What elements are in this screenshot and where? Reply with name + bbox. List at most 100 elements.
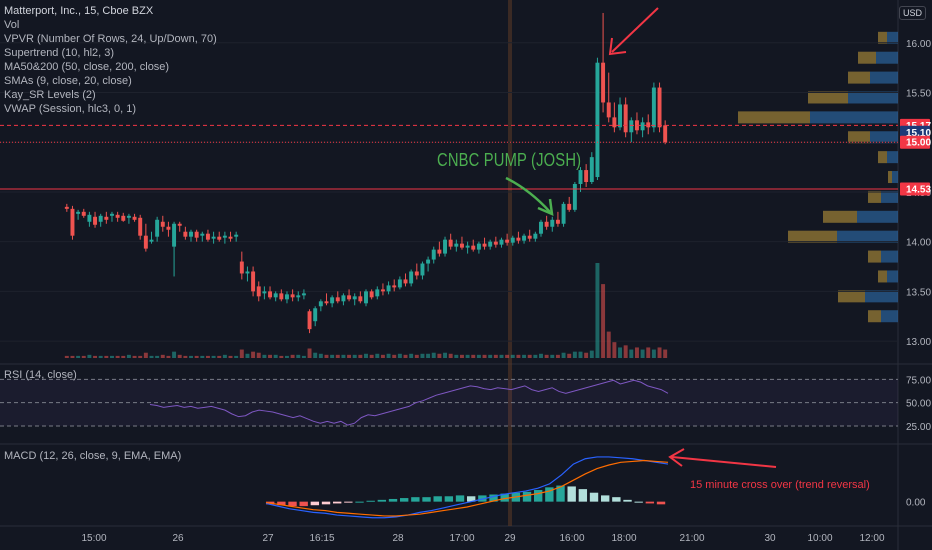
currency-label[interactable]: USD (898, 6, 926, 20)
candle-body (392, 285, 397, 288)
macd-hist-bar (467, 496, 476, 502)
volume-bar (87, 354, 92, 358)
indicator-kay-sr[interactable]: Kay_SR Levels (2) (4, 89, 96, 101)
vp-row-up (876, 51, 898, 64)
rsi-legend[interactable]: RSI (14, close) (4, 368, 77, 382)
candle-body (505, 239, 510, 243)
macd-hist-bar (645, 501, 655, 504)
candle-body (121, 215, 126, 221)
vp-row-up (892, 171, 898, 184)
rsi-tick-label: 50.00 (906, 399, 931, 410)
indicator-smas[interactable]: SMAs (9, close, 20, close) (4, 75, 132, 87)
candle-body (516, 237, 521, 241)
candle-body (166, 226, 171, 230)
volume-bar (262, 354, 267, 358)
candle-body (256, 286, 261, 297)
x-tick-label: 17:00 (449, 533, 474, 544)
candle-body (454, 243, 459, 247)
candle-body (601, 62, 606, 103)
volume-bar (516, 354, 521, 358)
session-divider (508, 0, 512, 526)
candle-body (172, 223, 177, 247)
macd-zero-label: 0.00 (906, 498, 926, 509)
volume-bar (358, 354, 363, 358)
volume-bar (104, 355, 109, 358)
macd-legend[interactable]: MACD (12, 26, close, 9, EMA, EMA) (4, 449, 181, 463)
vp-row-down (868, 250, 881, 263)
candle-body (205, 233, 210, 240)
candle-body (663, 125, 668, 143)
candle-body (352, 296, 357, 300)
price-tag-label: 14.53 (906, 184, 931, 195)
volume-bar (533, 354, 538, 358)
volume-bar (499, 354, 504, 358)
macd-hist-bar (444, 496, 454, 502)
candle-body (606, 102, 611, 118)
candle-body (98, 215, 103, 222)
macd-hist-bar (589, 492, 599, 502)
time-axis[interactable]: 15:00 26 27 16:15 28 17:00 29 16:00 18:00 21:00 30… (81, 533, 884, 544)
candle-body (313, 308, 318, 322)
vp-row-down (848, 71, 870, 84)
vp-row-down (878, 270, 887, 283)
volume-bar (132, 355, 137, 358)
candle-body (646, 122, 651, 128)
volume-bar (330, 354, 335, 358)
vp-row-down (878, 151, 887, 164)
candle-body (273, 293, 278, 298)
candle-body (335, 297, 340, 302)
macd-hist-bar (522, 491, 532, 502)
candles (64, 12, 668, 334)
candle-body (499, 239, 504, 245)
x-tick-label: 21:00 (679, 533, 704, 544)
macd-hist-bar (377, 499, 387, 502)
volume-bar (121, 355, 126, 358)
indicator-vpvr[interactable]: VPVR (Number Of Rows, 24, Up/Down, 70) (4, 33, 217, 45)
macd-hist-bar (601, 495, 610, 502)
candle-body (375, 289, 380, 297)
price-tag-bg (900, 182, 930, 196)
indicator-vwap[interactable]: VWAP (Session, hlc3, 0, 1) (4, 103, 137, 115)
candle-body (234, 234, 239, 237)
volume-bar (189, 355, 193, 358)
candle-body (561, 203, 566, 224)
volume-bar (239, 349, 244, 358)
macd-hist-bar (310, 501, 320, 506)
volume-bar (126, 354, 131, 358)
indicator-vol[interactable]: Vol (4, 19, 20, 31)
candle-body (380, 289, 385, 292)
volume-bar (93, 355, 98, 358)
candle-body (618, 104, 622, 128)
volume-bar (279, 355, 284, 358)
macd-hist-bar (433, 496, 442, 502)
volume-bar (369, 354, 374, 358)
volume-bar (177, 354, 182, 358)
volume-bar (98, 355, 103, 358)
volume-bar (589, 350, 594, 358)
volume-bar (471, 354, 476, 358)
vp-row-down (808, 91, 848, 104)
vp-row-up (870, 71, 898, 84)
candle-body (70, 208, 75, 236)
price-axis[interactable]: 16.0015.5015.0014.5014.0013.5013.0015.17… (900, 39, 931, 348)
volume-bar (493, 354, 498, 358)
volume-bar (160, 354, 165, 358)
volume-bar (211, 355, 216, 358)
rsi-line (149, 379, 669, 426)
vp-row-down (868, 190, 881, 203)
price-tag-bg (900, 125, 930, 139)
indicator-ma50-200[interactable]: MA50&200 (50, close, 200, close) (4, 61, 170, 73)
volume-bar (110, 355, 114, 358)
volume-bar (663, 349, 668, 358)
volume-bar (629, 349, 634, 358)
candle-body (189, 231, 193, 237)
candle-body (110, 213, 114, 216)
candle-body (629, 120, 634, 133)
candle-body (149, 239, 154, 242)
macd-hist-bar (455, 495, 465, 502)
indicator-supertrend[interactable]: Supertrend (10, hl2, 3) (4, 47, 115, 59)
candle-body (634, 120, 639, 131)
main-legend[interactable]: Matterport, Inc., 15, Cboe BZX Vol VPVR … (4, 4, 217, 116)
x-tick-label: 29 (504, 533, 516, 544)
